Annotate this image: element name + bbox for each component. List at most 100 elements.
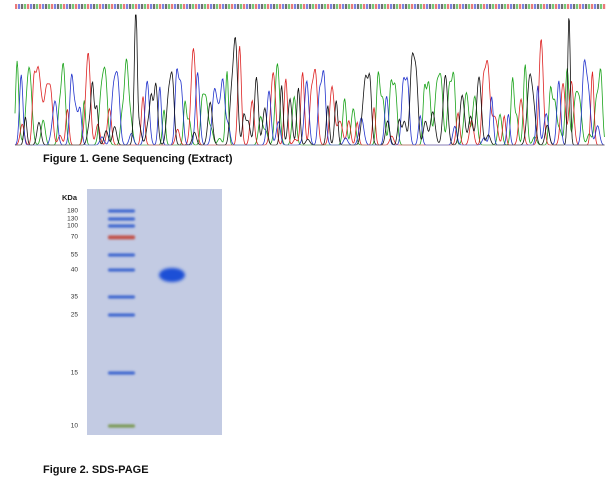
base-glyph [36,4,39,9]
base-glyph [489,4,492,9]
base-glyph [60,4,63,9]
figure-caption: Figure 1. Gene Sequencing (Extract) [43,153,233,165]
base-glyph [42,4,45,9]
base-glyph [552,4,555,9]
base-glyph [102,4,105,9]
base-glyph [564,4,567,9]
base-glyph [165,4,168,9]
base-glyph [408,4,411,9]
base-glyph [366,4,369,9]
base-glyph [270,4,273,9]
base-glyph [597,4,600,9]
base-glyph [513,4,516,9]
base-glyph [144,4,147,9]
base-glyph [351,4,354,9]
base-glyph [483,4,486,9]
gel-bands [108,209,135,428]
base-glyph [57,4,60,9]
base-glyph [516,4,519,9]
base-glyph [279,4,282,9]
base-glyph [579,4,582,9]
base-glyph [411,4,414,9]
base-glyph [528,4,531,9]
base-glyph [561,4,564,9]
base-glyph [39,4,42,9]
base-glyph [462,4,465,9]
base-glyph [84,4,87,9]
base-glyph [345,4,348,9]
base-glyph [576,4,579,9]
base-glyph [399,4,402,9]
base-glyph [387,4,390,9]
base-glyph [207,4,210,9]
ladder-label: 25 [71,312,79,319]
base-glyph [549,4,552,9]
base-glyph [30,4,33,9]
base-glyph [339,4,342,9]
ladder-band [108,217,135,221]
base-glyph [108,4,111,9]
base-glyph [471,4,474,9]
base-glyph [261,4,264,9]
base-glyph [129,4,132,9]
base-glyph [312,4,315,9]
base-glyph [96,4,99,9]
base-glyph [99,4,102,9]
base-glyph [117,4,120,9]
base-glyph [282,4,285,9]
base-glyph [465,4,468,9]
base-glyph [357,4,360,9]
base-glyph [213,4,216,9]
base-glyph [522,4,525,9]
base-glyph [474,4,477,9]
base-glyph [264,4,267,9]
base-glyph [573,4,576,9]
base-glyph [90,4,93,9]
base-glyph [330,4,333,9]
unit-label: KDa [62,193,78,202]
base-glyph [534,4,537,9]
base-glyph [186,4,189,9]
ladder-band [108,313,135,317]
base-glyph [303,4,306,9]
base-glyph [531,4,534,9]
ladder-label: 15 [71,370,79,377]
base-glyph [492,4,495,9]
base-glyph [105,4,108,9]
base-glyph [219,4,222,9]
base-glyph [429,4,432,9]
base-glyph [285,4,288,9]
base-glyph [306,4,309,9]
ladder-label: 10 [71,423,79,430]
base-glyph [231,4,234,9]
base-glyph [555,4,558,9]
base-glyph [459,4,462,9]
base-glyph [168,4,171,9]
base-glyph [525,4,528,9]
base-glyph [501,4,504,9]
base-glyph [510,4,513,9]
base-glyph [450,4,453,9]
base-glyph [456,4,459,9]
base-glyph [195,4,198,9]
ladder-band [108,424,135,428]
base-glyph [363,4,366,9]
base-glyph [183,4,186,9]
base-glyph [15,4,18,9]
base-glyph [570,4,573,9]
base-glyph [54,4,57,9]
base-glyph [24,4,27,9]
base-glyph [453,4,456,9]
ladder-band [108,253,135,257]
base-glyph [588,4,591,9]
base-glyph [201,4,204,9]
base-glyph [378,4,381,9]
base-glyph [447,4,450,9]
base-glyph [432,4,435,9]
base-glyph [423,4,426,9]
base-glyph [87,4,90,9]
ladder-band [108,295,135,299]
base-glyph [180,4,183,9]
base-glyph [591,4,594,9]
